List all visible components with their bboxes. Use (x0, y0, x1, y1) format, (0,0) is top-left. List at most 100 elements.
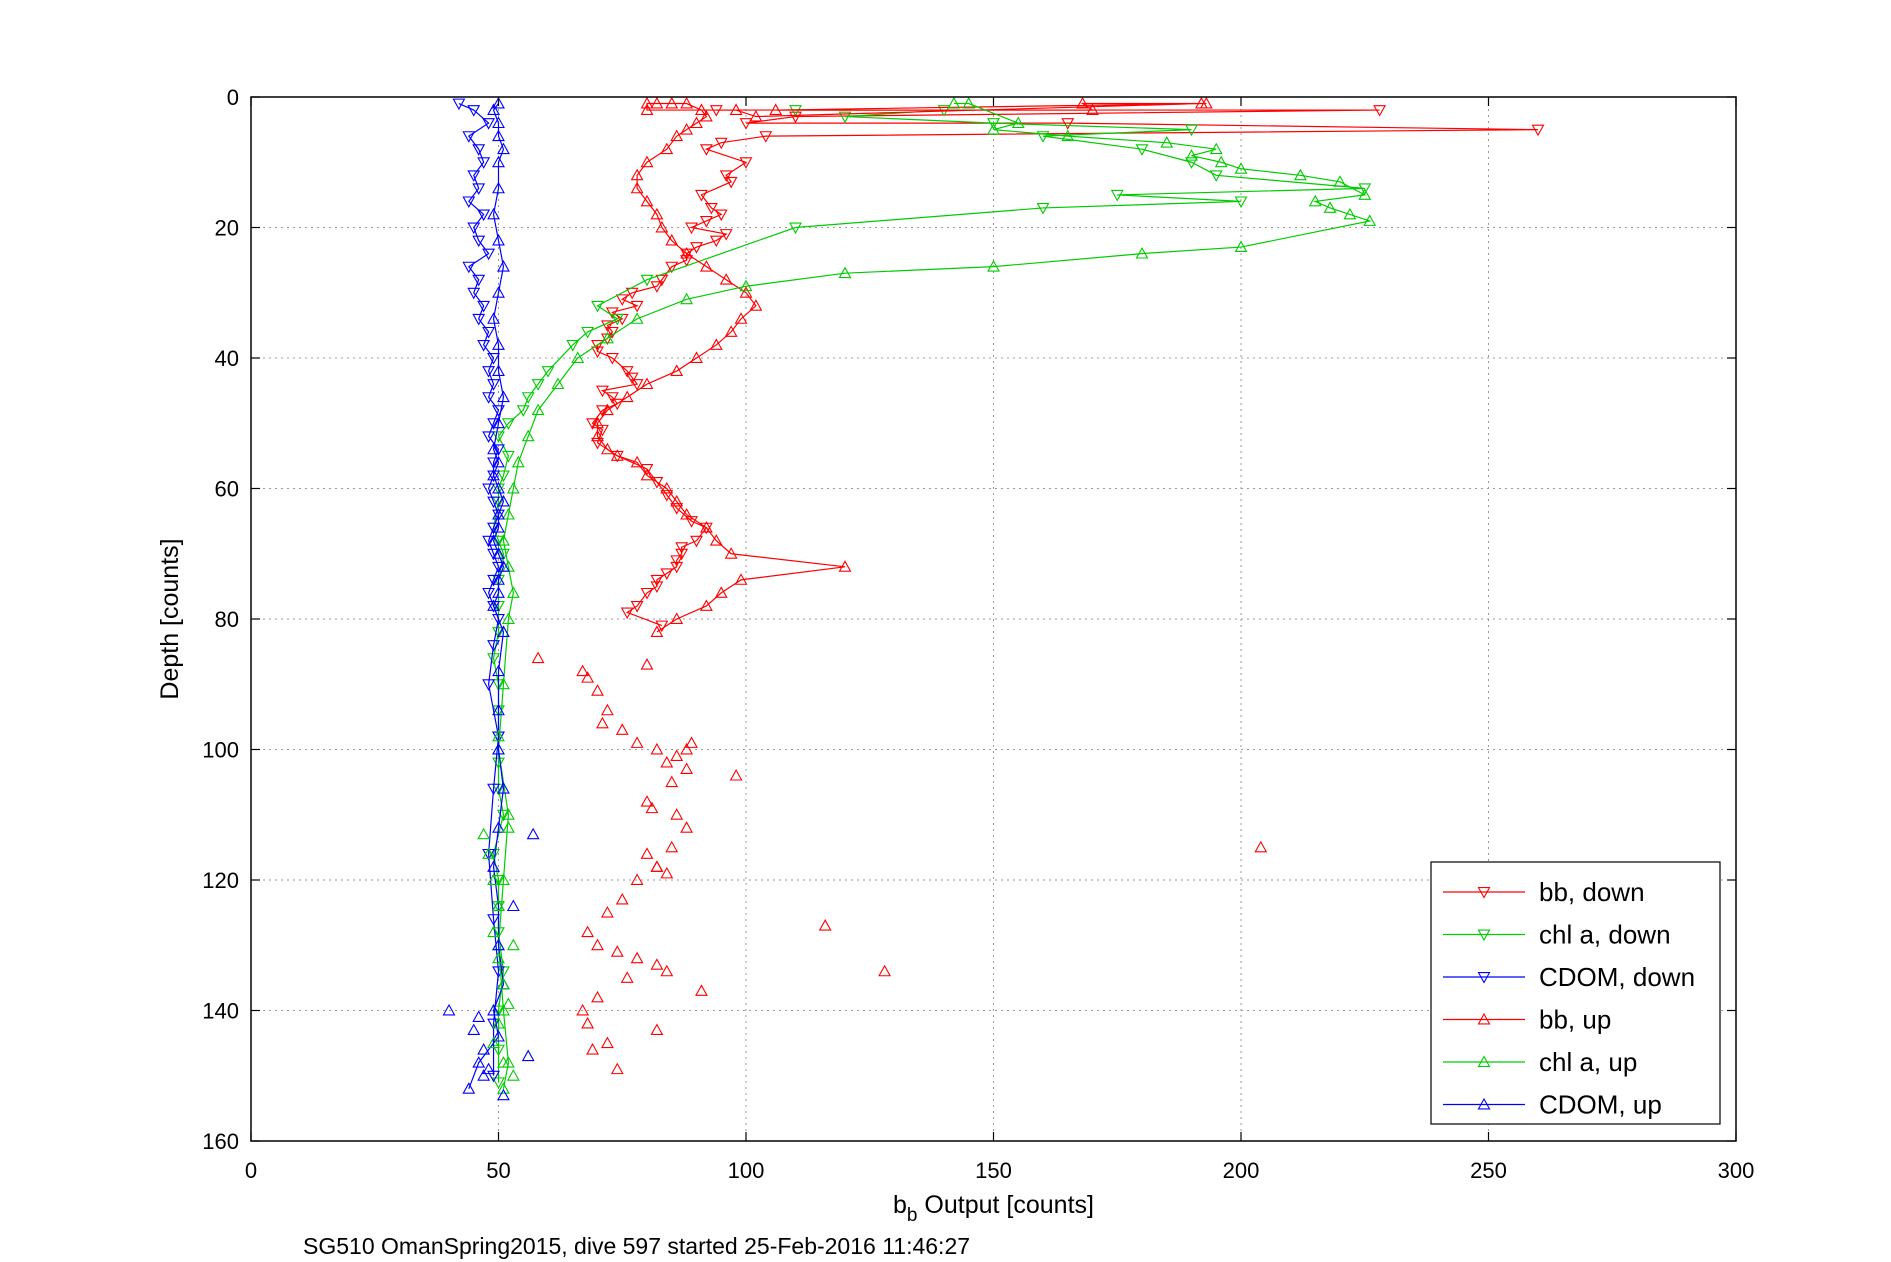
data-point (591, 346, 604, 359)
data-point (1076, 96, 1090, 109)
data-point (541, 366, 555, 378)
data-point (1358, 183, 1372, 195)
y-tick-label: 40 (215, 346, 239, 371)
data-point (719, 170, 733, 182)
data-point (749, 299, 763, 311)
y-tick-label: 80 (215, 607, 239, 632)
data-point (492, 233, 505, 246)
data-point (492, 951, 505, 964)
data-point (497, 1056, 510, 1068)
data-point (487, 103, 500, 115)
data-point (640, 377, 654, 390)
data-point (670, 129, 684, 142)
data-point (1185, 149, 1198, 161)
data-point (665, 261, 679, 274)
data-point (482, 847, 496, 859)
data-point (511, 455, 525, 468)
data-point (640, 795, 654, 807)
data-point (660, 964, 674, 977)
data-point (615, 294, 629, 306)
data-point (690, 242, 703, 254)
data-point (650, 574, 664, 587)
axis-ticks: 0 50 100 150 200 250 300 0 20 40 60 80 100 120 140 160 (202, 85, 1754, 1183)
data-point (497, 142, 510, 155)
chart-caption: SG510 OmanSpring2015, dive 597 started 2… (303, 1233, 970, 1259)
data-point (680, 762, 694, 775)
data-point (838, 560, 852, 572)
legend-label: bb, up (1539, 1005, 1611, 1035)
data-point (660, 481, 674, 494)
data-point (610, 449, 624, 461)
data-point (477, 300, 491, 313)
data-point (521, 392, 535, 404)
data-point (610, 398, 624, 411)
data-point (581, 326, 595, 339)
data-point (610, 313, 624, 326)
data-point (591, 684, 604, 696)
data-point (704, 202, 718, 215)
data-point (482, 587, 496, 600)
data-point (630, 379, 644, 391)
data-point (467, 287, 481, 300)
data-point (605, 326, 619, 339)
data-point (472, 183, 486, 195)
data-point (487, 914, 500, 926)
data-point (1323, 201, 1337, 213)
data-point (630, 181, 644, 194)
data-point (462, 196, 476, 209)
data-point (640, 194, 654, 207)
data-point (492, 364, 505, 377)
data-point (680, 507, 694, 520)
legend-label: CDOM, up (1539, 1090, 1662, 1120)
data-point (665, 775, 679, 788)
data-point (487, 783, 500, 796)
x-tick-label: 50 (486, 1158, 510, 1183)
data-point (630, 873, 644, 885)
data-point (591, 429, 604, 442)
data-point (467, 222, 481, 235)
data-point (487, 418, 500, 430)
legend-item: bb, up (1443, 1005, 1611, 1035)
data-point (497, 260, 510, 272)
data-point (714, 586, 728, 598)
data-point (492, 416, 505, 429)
legend-item: CDOM, up (1443, 1090, 1662, 1120)
x-axis-label-rest: Output [counts] (917, 1191, 1094, 1219)
legend-item: bb, down (1443, 877, 1645, 907)
data-point (660, 568, 674, 580)
data-point (709, 235, 723, 248)
data-point (1308, 194, 1322, 207)
data-point (670, 503, 684, 515)
data-point (581, 671, 595, 683)
data-point (487, 534, 500, 546)
data-point (640, 96, 654, 109)
data-point (695, 189, 708, 202)
data-point (818, 919, 832, 931)
series-line (497, 102, 1373, 1089)
data-point (665, 233, 679, 246)
data-point (477, 827, 491, 840)
data-point (492, 1077, 505, 1089)
data-point (497, 809, 510, 822)
plot-series (442, 96, 1545, 1101)
data-point (838, 111, 852, 124)
data-point (670, 612, 684, 624)
data-point (759, 131, 773, 143)
data-point (586, 1043, 599, 1055)
data-point (467, 1023, 481, 1036)
legend-box (1430, 861, 1721, 1125)
series-2 (452, 98, 505, 1083)
data-point (492, 181, 505, 194)
data-point (576, 1003, 590, 1016)
data-point (472, 1056, 486, 1068)
data-point (680, 292, 694, 305)
data-point (531, 379, 545, 391)
data-point (1209, 142, 1223, 155)
data-point (699, 144, 713, 156)
data-point (497, 534, 510, 546)
data-point (482, 1062, 496, 1075)
data-point (492, 535, 505, 548)
data-point (709, 338, 723, 350)
data-point (477, 1043, 491, 1055)
data-point (497, 677, 510, 690)
